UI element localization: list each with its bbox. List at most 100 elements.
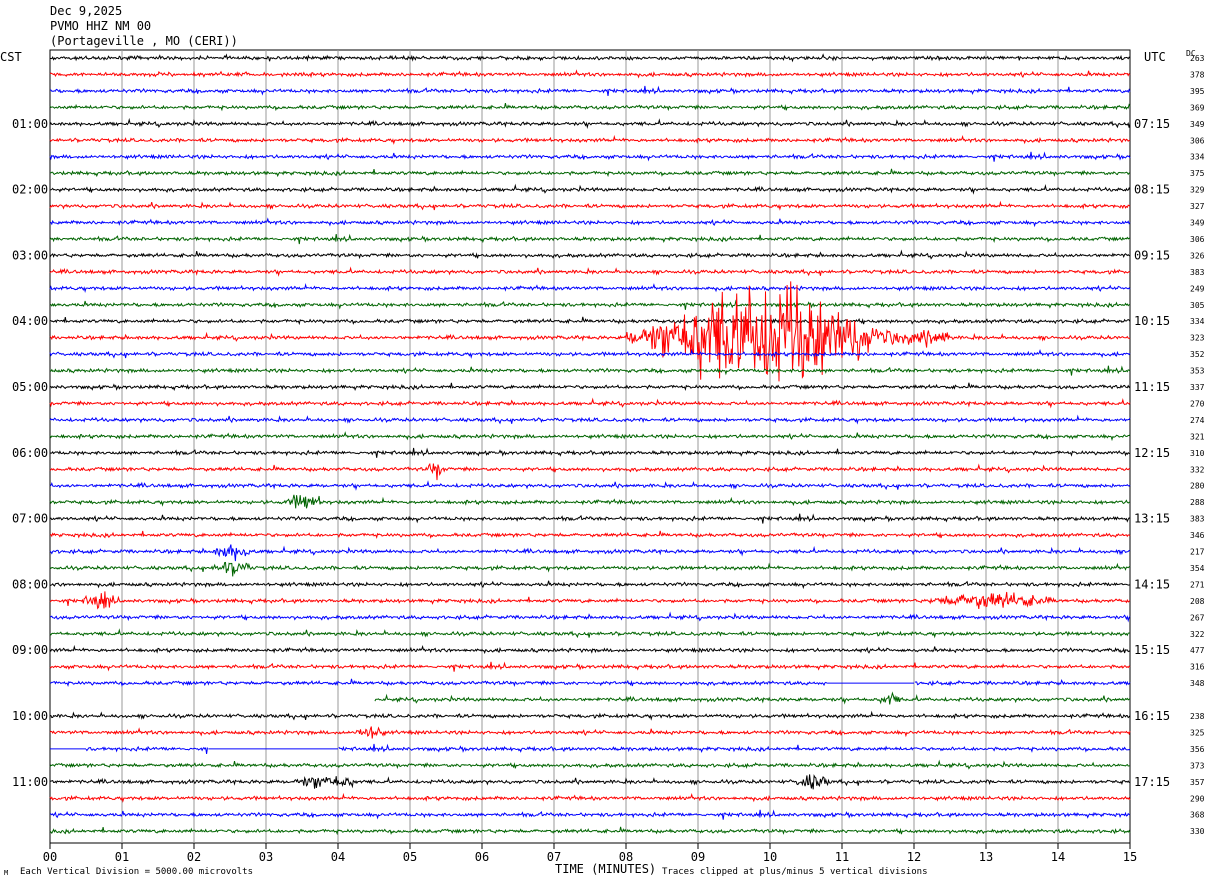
dc-offset-label: 306: [1190, 235, 1205, 244]
dc-offset-label: 368: [1190, 811, 1205, 820]
dc-offset-label: 321: [1190, 432, 1205, 441]
left-hour-label: 04:00: [12, 314, 48, 328]
dc-offset-label: 332: [1190, 465, 1205, 474]
dc-offset-label: 378: [1190, 70, 1205, 79]
seismic-trace: [49, 462, 1131, 481]
seismic-trace: [49, 530, 1131, 540]
x-tick-label: 09: [691, 850, 705, 864]
seismic-trace: [49, 200, 1131, 211]
x-tick-label: 13: [979, 850, 993, 864]
right-hour-label: 14:15: [1134, 577, 1170, 591]
seismic-trace: [49, 809, 1131, 820]
clip-note: Traces clipped at plus/minus 5 vertical …: [662, 867, 928, 877]
seismic-trace: [49, 447, 1131, 458]
x-tick-label: 12: [907, 850, 921, 864]
seismic-trace: [49, 792, 1131, 803]
dc-offset-label: 305: [1190, 301, 1205, 310]
left-hour-label: 11:00: [12, 775, 48, 789]
right-hour-label: 07:15: [1134, 117, 1170, 131]
location-label: (Portageville , MO (CERI)): [50, 34, 238, 48]
left-timezone-label: CST: [0, 50, 22, 64]
right-hour-label: 17:15: [1134, 775, 1170, 789]
dc-offset-label: 280: [1190, 482, 1205, 491]
dc-offset-label: 477: [1190, 646, 1205, 655]
dc-offset-label: 357: [1190, 778, 1205, 787]
dc-offset-label: 327: [1190, 202, 1205, 211]
dc-offset-label: 217: [1190, 548, 1205, 557]
dc-offset-label: 352: [1190, 350, 1205, 359]
right-hour-label: 16:15: [1134, 709, 1170, 723]
left-hour-label: 02:00: [12, 183, 48, 197]
seismic-trace: [49, 53, 1131, 63]
dc-offset-label: 322: [1190, 630, 1205, 639]
dc-offset-label: 334: [1190, 317, 1205, 326]
station-label: PVMO HHZ NM 00: [50, 19, 152, 33]
left-hour-label: 09:00: [12, 643, 48, 657]
seismic-trace: [49, 431, 1131, 442]
dc-label: DC: [1186, 49, 1196, 58]
dc-offset-label: 383: [1190, 515, 1205, 524]
seismic-trace: [49, 382, 1131, 392]
x-tick-label: 00: [43, 850, 57, 864]
left-hour-label: 07:00: [12, 512, 48, 526]
seismic-trace: [49, 414, 1131, 425]
x-tick-label: 05: [403, 850, 417, 864]
seismic-trace: [49, 348, 1131, 359]
right-hour-label: 09:15: [1134, 248, 1170, 262]
seismic-trace: [49, 183, 1131, 195]
seismic-trace: [49, 494, 1131, 509]
left-hour-label: 01:00: [12, 117, 48, 131]
seismic-trace: [49, 561, 1131, 577]
dc-offset-label: 249: [1190, 284, 1205, 293]
dc-offset-label: 353: [1190, 367, 1205, 376]
seismic-trace: [50, 611, 1131, 623]
x-axis-title: TIME (MINUTES): [555, 862, 657, 876]
left-hour-label: 05:00: [12, 380, 48, 394]
seismic-trace: [49, 266, 1131, 277]
dc-offset-label: 354: [1190, 564, 1205, 573]
dc-offset-label: 310: [1190, 449, 1205, 458]
seismic-trace: [49, 661, 1131, 672]
seismic-trace: [49, 591, 1131, 610]
left-hour-label: 10:00: [12, 709, 48, 723]
seismic-trace: [49, 282, 1131, 294]
seismic-trace: [49, 726, 1131, 739]
corner-mark: M: [4, 869, 9, 877]
seismic-trace: [50, 85, 1131, 96]
seismic-trace: [49, 513, 1131, 524]
dc-offset-label: 348: [1190, 679, 1205, 688]
right-hour-label: 15:15: [1134, 643, 1170, 657]
seismic-trace: [49, 299, 1131, 310]
right-hour-label: 13:15: [1134, 512, 1170, 526]
x-tick-label: 03: [259, 850, 273, 864]
seismic-trace: [49, 759, 1131, 770]
x-tick-label: 14: [1051, 850, 1065, 864]
dc-offset-label: 330: [1190, 827, 1205, 836]
seismic-trace: [49, 480, 1131, 491]
seismic-trace: [374, 691, 1131, 705]
seismic-trace: [49, 281, 1131, 382]
seismic-trace: [50, 365, 1131, 376]
seismic-trace: [49, 233, 1131, 245]
dc-offset-label: 238: [1190, 712, 1205, 721]
dc-offset-label: 337: [1190, 383, 1205, 392]
dc-offset-label: 383: [1190, 268, 1205, 277]
seismic-trace: [50, 316, 1131, 326]
seismic-trace: [49, 168, 1131, 178]
seismic-trace: [49, 580, 1131, 590]
dc-offset-label: 395: [1190, 87, 1205, 96]
dc-offset-label: 263: [1190, 54, 1205, 63]
seismic-trace: [49, 544, 1131, 562]
x-tick-label: 11: [835, 850, 849, 864]
seismic-trace: [49, 217, 1131, 228]
right-hour-label: 08:15: [1134, 183, 1170, 197]
x-tick-label: 07: [547, 850, 561, 864]
right-hour-label: 12:15: [1134, 446, 1170, 460]
seismic-trace: [49, 69, 1131, 79]
x-tick-label: 08: [619, 850, 633, 864]
seismic-trace: [49, 826, 1131, 836]
dc-offset-label: 375: [1190, 169, 1205, 178]
dc-offset-label: 369: [1190, 103, 1205, 112]
dc-offset-label: 346: [1190, 531, 1205, 540]
